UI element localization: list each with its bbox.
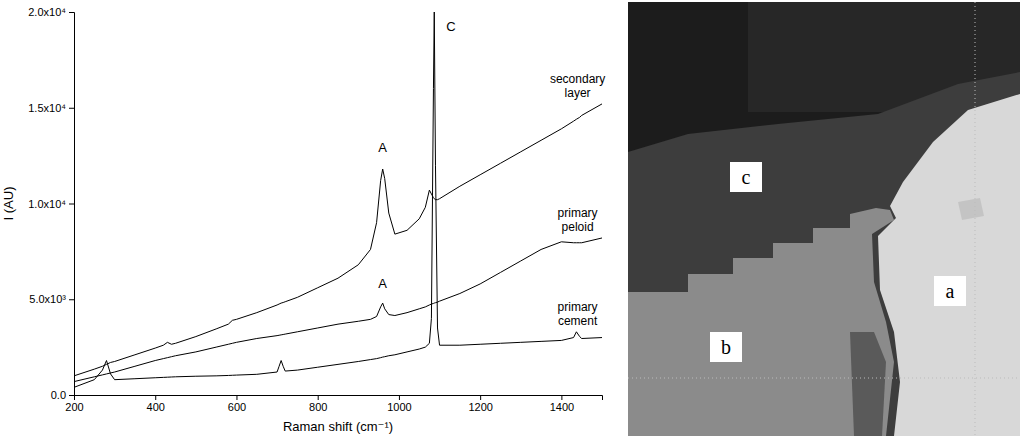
x-tick: 1200 — [468, 395, 492, 413]
region-label: a — [946, 280, 955, 302]
map-background — [628, 2, 1020, 436]
y-tick-mark — [69, 108, 74, 109]
x-tick: 200 — [65, 395, 83, 413]
series-label: primarypeloid — [558, 206, 598, 234]
x-axis-title: Raman shift (cm⁻¹) — [283, 419, 393, 434]
map-panel: c b a — [628, 2, 1020, 436]
region-label-box — [710, 332, 742, 362]
series-label: primarycement — [558, 300, 598, 328]
y-tick-label: 1.5x10⁴ — [28, 102, 66, 114]
x-axis-line — [75, 396, 603, 401]
series-label-line: peloid — [562, 220, 594, 234]
x-tick-label: 200 — [65, 401, 83, 413]
x-tick-label: 400 — [147, 401, 165, 413]
series-label-line: secondary — [550, 72, 605, 86]
region-b — [628, 208, 894, 436]
region-label-box — [730, 162, 762, 192]
y-axis-title: I (AU) — [1, 187, 16, 221]
y-tick: 1.0x10⁴ — [28, 198, 74, 210]
peak-label: A — [378, 140, 387, 155]
spectrum-line — [74, 238, 602, 382]
crosshair-v — [975, 2, 976, 436]
x-tick-mark — [236, 395, 237, 400]
map-regions — [628, 2, 1020, 436]
series-label-line: primary — [558, 300, 598, 314]
x-tick-label: 1400 — [550, 401, 574, 413]
y-tick-label: 5.0x10³ — [29, 293, 66, 305]
region-a — [878, 94, 1020, 436]
peak-label: C — [446, 19, 455, 34]
x-tick-mark — [399, 395, 400, 400]
y-tick-mark — [69, 299, 74, 300]
y-tick: 1.5x10⁴ — [28, 102, 74, 114]
y-axis-line — [69, 13, 75, 396]
y-axis: 0.0 5.0x10³ 1.0x10⁴ 1.5x10⁴ 2.0x10⁴ — [28, 6, 74, 401]
x-tick-label: 1200 — [468, 401, 492, 413]
x-tick-mark — [318, 395, 319, 400]
y-tick: 5.0x10³ — [29, 293, 74, 305]
x-tick: 400 — [147, 395, 165, 413]
region-label: c — [742, 166, 751, 188]
x-tick: 600 — [228, 395, 246, 413]
series-label-line: layer — [565, 86, 591, 100]
y-tick-label: 0.0 — [51, 389, 66, 401]
x-tick-mark — [155, 395, 156, 400]
x-axis: 200 400 600 800 1000 1200 1400 — [65, 395, 602, 413]
region-c — [628, 72, 1020, 436]
x-tick: 800 — [309, 395, 327, 413]
y-tick: 0.0 — [51, 389, 74, 401]
x-tick-mark — [480, 395, 481, 400]
y-tick-label: 1.0x10⁴ — [28, 198, 66, 210]
peak-label: A — [378, 276, 387, 291]
x-tick-label: 600 — [228, 401, 246, 413]
x-tick: 1400 — [550, 395, 574, 413]
y-tick-mark — [69, 204, 74, 205]
spectrum-line — [74, 12, 602, 387]
x-tick-label: 800 — [309, 401, 327, 413]
region-label: b — [721, 336, 731, 358]
series-labels: secondarylayerprimarypeloidprimarycement — [550, 72, 605, 328]
series-label-line: primary — [558, 206, 598, 220]
region-a-spot — [958, 198, 984, 220]
x-tick-mark — [561, 395, 562, 400]
plot-lines — [74, 12, 602, 387]
y-tick-mark — [69, 12, 74, 13]
crosshair-h — [628, 378, 1020, 379]
region-label-box — [934, 276, 966, 306]
region-edge — [850, 332, 886, 436]
x-tick-label: 1000 — [387, 401, 411, 413]
spectrum-line — [74, 104, 602, 376]
y-tick: 2.0x10⁴ — [28, 6, 74, 18]
y-tick-label: 2.0x10⁴ — [28, 6, 66, 18]
y-tick-mark — [69, 395, 74, 396]
series-label: secondarylayer — [550, 72, 605, 100]
series-label-line: cement — [558, 314, 598, 328]
annotations: A A C — [378, 19, 455, 291]
x-tick: 1000 — [387, 395, 411, 413]
